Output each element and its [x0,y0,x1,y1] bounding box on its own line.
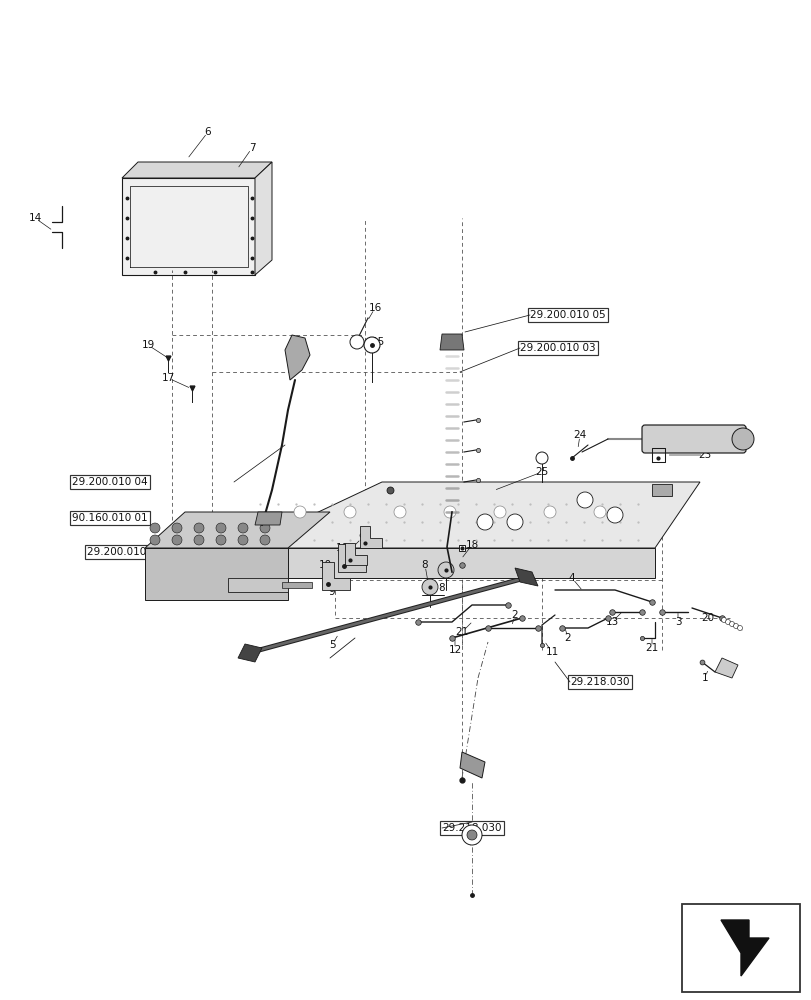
Circle shape [194,523,204,533]
Text: 90.160.010 01: 90.160.010 01 [72,513,148,523]
Circle shape [150,535,160,545]
Circle shape [344,506,355,518]
Circle shape [736,626,741,630]
Circle shape [493,506,505,518]
Polygon shape [345,543,367,565]
Text: 24: 24 [573,430,586,440]
Polygon shape [255,512,281,525]
Circle shape [724,619,730,624]
Text: 29.218.030: 29.218.030 [441,823,501,833]
Polygon shape [651,484,672,496]
Text: 29.200.010 03: 29.200.010 03 [519,343,595,353]
Text: 18: 18 [465,540,478,550]
Circle shape [721,617,726,622]
Polygon shape [460,752,484,778]
Polygon shape [514,568,538,586]
Polygon shape [281,582,311,588]
Text: 20: 20 [701,613,714,623]
Circle shape [194,535,204,545]
Polygon shape [440,334,463,350]
Polygon shape [255,162,272,275]
Polygon shape [285,335,310,380]
Circle shape [535,452,547,464]
Text: 12: 12 [448,645,461,655]
Circle shape [216,523,225,533]
Text: 29.200.010 05: 29.200.010 05 [530,310,605,320]
Circle shape [150,523,160,533]
Circle shape [476,514,492,530]
Text: 29.200.010 04: 29.200.010 04 [72,477,148,487]
Text: 10: 10 [335,543,348,553]
Circle shape [363,337,380,353]
Polygon shape [145,512,329,548]
Circle shape [260,535,270,545]
Text: 21: 21 [645,643,658,653]
Circle shape [294,506,306,518]
Circle shape [466,830,476,840]
Polygon shape [242,482,699,548]
Text: 15: 15 [371,337,384,347]
Text: 4: 4 [568,573,575,583]
Polygon shape [359,526,381,548]
Circle shape [594,506,605,518]
Polygon shape [242,548,654,578]
Circle shape [422,579,437,595]
Polygon shape [228,578,288,592]
Circle shape [543,506,556,518]
Text: 3: 3 [674,617,680,627]
Text: 19: 19 [141,340,154,350]
Text: 25: 25 [534,467,548,477]
Circle shape [260,523,270,533]
Text: 16: 16 [368,303,381,313]
Circle shape [506,514,522,530]
Text: 8: 8 [438,583,444,593]
Polygon shape [122,162,272,178]
Polygon shape [238,644,262,662]
Circle shape [444,506,456,518]
Text: 1: 1 [701,673,707,683]
Polygon shape [714,658,737,678]
Polygon shape [145,548,288,600]
Circle shape [728,621,734,626]
Circle shape [393,506,406,518]
Text: 14: 14 [28,213,41,223]
Circle shape [461,825,482,845]
Circle shape [732,624,737,628]
Circle shape [437,562,453,578]
Text: 7: 7 [248,143,255,153]
Text: 10: 10 [318,560,331,570]
Circle shape [731,428,753,450]
Text: 2: 2 [564,633,571,643]
Text: 23: 23 [697,450,710,460]
Circle shape [238,523,247,533]
Bar [681,904,799,992]
Circle shape [238,535,247,545]
Circle shape [577,492,592,508]
Text: 17: 17 [161,373,174,383]
Polygon shape [322,562,350,590]
Circle shape [172,523,182,533]
Text: 11: 11 [545,647,558,657]
Circle shape [172,535,182,545]
Circle shape [350,335,363,349]
Text: 2: 2 [511,610,517,620]
Text: 9: 9 [358,533,365,543]
Polygon shape [337,544,366,572]
Text: 13: 13 [605,617,618,627]
Text: 29.200.010 02: 29.200.010 02 [87,547,162,557]
Text: 9: 9 [328,587,335,597]
Circle shape [607,507,622,523]
Text: 21: 21 [455,627,468,637]
Text: 6: 6 [204,127,211,137]
FancyBboxPatch shape [642,425,745,453]
Text: 22: 22 [735,427,748,437]
Circle shape [216,535,225,545]
Polygon shape [720,920,768,976]
Polygon shape [122,178,255,275]
Text: 8: 8 [421,560,427,570]
Text: 5: 5 [328,640,335,650]
Text: 29.218.030: 29.218.030 [569,677,629,687]
